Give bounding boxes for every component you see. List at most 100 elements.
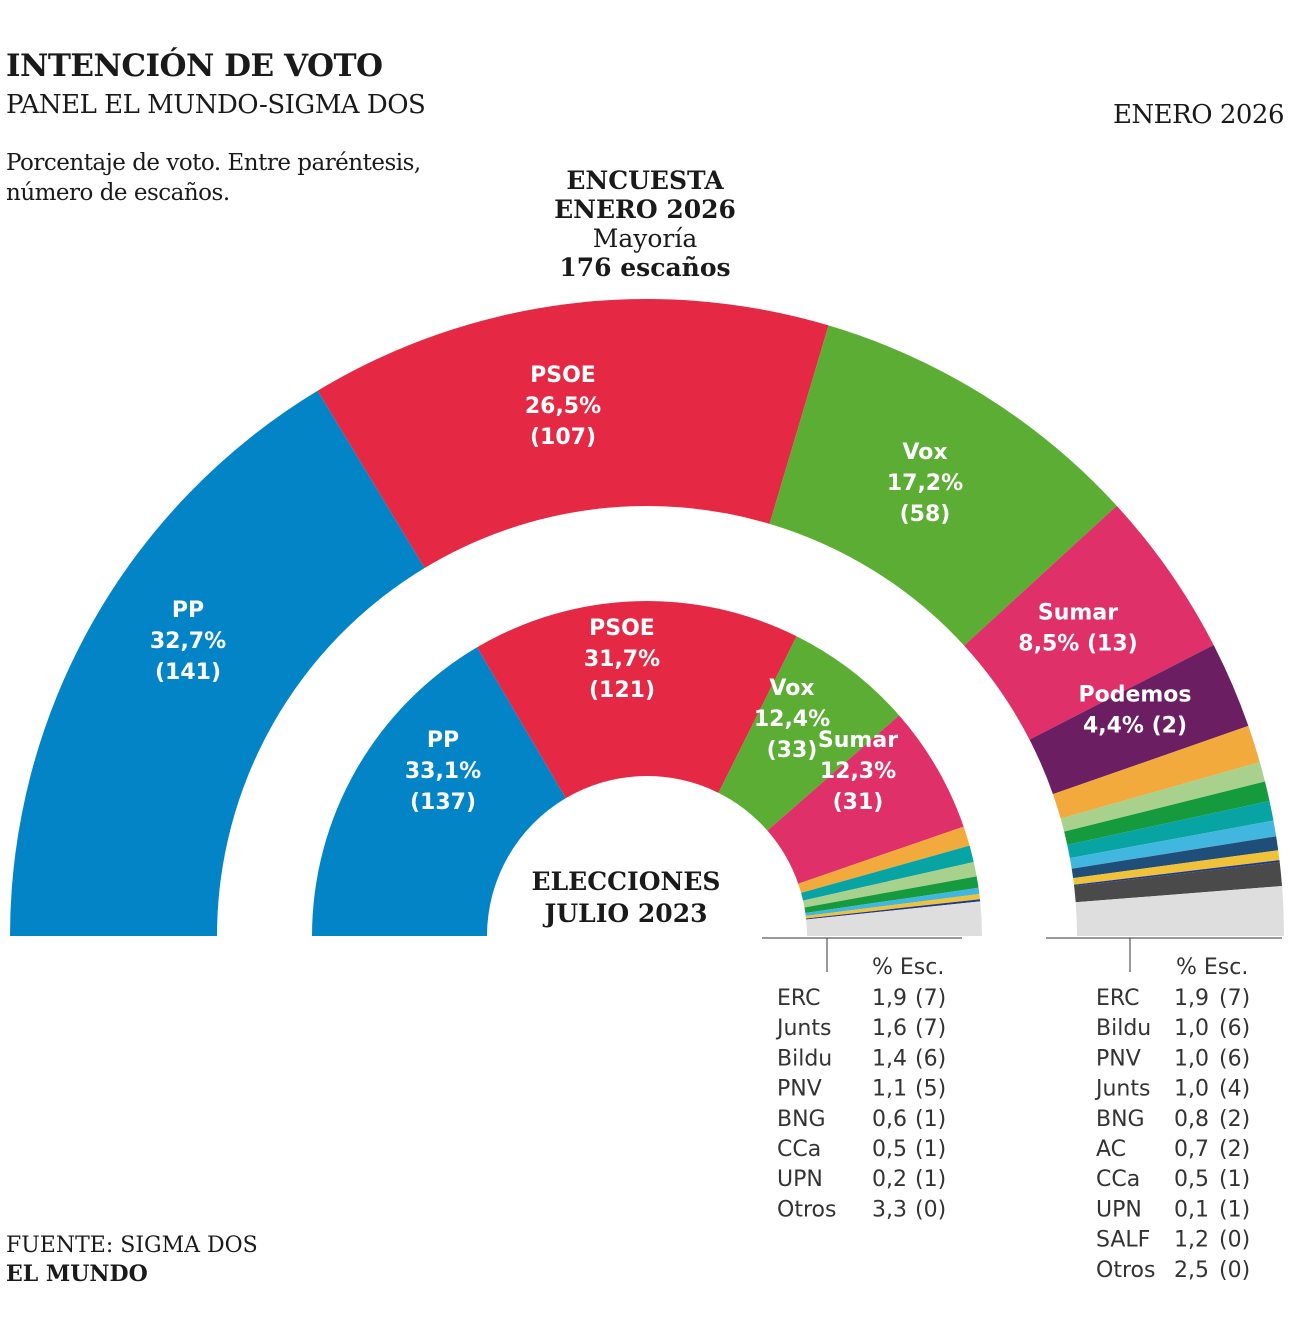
election-slice-pp bbox=[312, 647, 566, 936]
survey-row-seats-salf: (0) bbox=[1219, 1228, 1250, 1253]
survey-label-seats: 176 escaños bbox=[559, 253, 731, 282]
election-label-pp-2: (137) bbox=[410, 790, 476, 815]
survey-slice-salf bbox=[1074, 862, 1283, 903]
survey-row-party-erc: ERC bbox=[1096, 986, 1139, 1011]
survey-row-seats-junts: (4) bbox=[1219, 1077, 1250, 1102]
election-slice-cca bbox=[805, 894, 980, 919]
survey-slice-bng bbox=[1069, 820, 1277, 869]
election-slice-upn bbox=[806, 899, 981, 920]
chart-date: ENERO 2026 bbox=[1112, 100, 1285, 130]
election-row-pct-bng: 0,6 bbox=[872, 1107, 907, 1132]
election-row-seats-otros: (0) bbox=[915, 1197, 946, 1222]
election-row-party-cca: CCa bbox=[777, 1137, 821, 1162]
survey-row-pct-junts: 1,0 bbox=[1174, 1077, 1209, 1102]
election-row-pct-junts: 1,6 bbox=[872, 1016, 907, 1041]
survey-row-party-pnv: PNV bbox=[1096, 1046, 1141, 1071]
survey-slice-sumar bbox=[964, 505, 1214, 740]
election-row-seats-upn: (1) bbox=[915, 1167, 946, 1192]
election-label-psoe-1: 31,7% bbox=[584, 647, 660, 672]
source-text: FUENTE: SIGMA DOS bbox=[6, 1233, 258, 1258]
election-slice-junts bbox=[801, 845, 974, 901]
survey-row-seats-pnv: (6) bbox=[1219, 1046, 1250, 1071]
survey-label-psoe-2: (107) bbox=[530, 425, 596, 450]
survey-slice-ac bbox=[1071, 836, 1279, 879]
note-line-2: número de escaños. bbox=[6, 180, 230, 206]
survey-label-sumar-1: 8,5% (13) bbox=[1018, 632, 1137, 657]
election-label-sumar-1: 12,3% bbox=[820, 759, 896, 784]
survey-row-pct-bildu: 1,0 bbox=[1174, 1016, 1209, 1041]
survey-slice-cca bbox=[1073, 850, 1280, 885]
note-line-1: Porcentaje de voto. Entre paréntesis, bbox=[6, 150, 421, 176]
survey-label-psoe-1: 26,5% bbox=[525, 394, 601, 419]
survey-row-party-cca: CCa bbox=[1096, 1167, 1140, 1192]
survey-row-pct-salf: 1,2 bbox=[1174, 1228, 1209, 1253]
survey-label-majority: Mayoría bbox=[592, 224, 698, 253]
election-row-seats-cca: (1) bbox=[915, 1137, 946, 1162]
survey-slice-pnv bbox=[1064, 781, 1270, 845]
election-label-pp-0: PP bbox=[427, 728, 459, 753]
election-table-header: % Esc. bbox=[872, 955, 944, 980]
survey-label-line-2: ENERO 2026 bbox=[554, 195, 736, 224]
election-slice-sumar bbox=[767, 715, 964, 884]
survey-label-psoe-0: PSOE bbox=[530, 363, 596, 388]
survey-label-podemos-0: Podemos bbox=[1078, 683, 1191, 708]
survey-row-seats-upn: (1) bbox=[1219, 1197, 1250, 1222]
survey-row-party-junts: Junts bbox=[1094, 1077, 1150, 1102]
survey-label: ENCUESTA ENERO 2026 Mayoría 176 escaños bbox=[480, 166, 810, 282]
survey-label-pp-0: PP bbox=[172, 598, 204, 623]
survey-slice-psoe bbox=[317, 298, 829, 568]
election-slice-vox bbox=[718, 636, 900, 831]
chart-subtitle: PANEL EL MUNDO-SIGMA DOS bbox=[6, 90, 426, 120]
election-row-party-pnv: PNV bbox=[777, 1077, 822, 1102]
survey-slice-otros bbox=[1075, 886, 1284, 936]
survey-row-pct-upn: 0,1 bbox=[1174, 1197, 1209, 1222]
survey-table-header: % Esc. bbox=[1176, 955, 1248, 980]
election-center-label-1: JULIO 2023 bbox=[543, 899, 708, 928]
election-row-pct-erc: 1,9 bbox=[872, 986, 907, 1011]
survey-label-podemos-1: 4,4% (2) bbox=[1083, 714, 1187, 739]
election-row-party-upn: UPN bbox=[777, 1167, 823, 1192]
survey-row-seats-ac: (2) bbox=[1219, 1137, 1250, 1162]
survey-row-pct-ac: 0,7 bbox=[1174, 1137, 1209, 1162]
brand: EL MUNDO bbox=[6, 1261, 148, 1287]
election-slice-bng bbox=[805, 887, 980, 916]
election-slice-pnv bbox=[804, 876, 979, 913]
survey-row-seats-erc: (7) bbox=[1219, 986, 1250, 1011]
survey-slice-vox bbox=[769, 325, 1117, 646]
election-label-psoe-0: PSOE bbox=[589, 616, 655, 641]
survey-row-seats-otros: (0) bbox=[1219, 1258, 1250, 1283]
survey-row-seats-bng: (2) bbox=[1219, 1107, 1250, 1132]
survey-label-pp-2: (141) bbox=[155, 660, 221, 685]
survey-row-pct-bng: 0,8 bbox=[1174, 1107, 1209, 1132]
chart-title: INTENCIÓN DE VOTO bbox=[6, 48, 383, 84]
survey-row-party-ac: AC bbox=[1096, 1137, 1126, 1162]
election-row-party-otros: Otros bbox=[777, 1197, 836, 1222]
election-label-vox-2: (33) bbox=[767, 738, 818, 763]
election-row-pct-otros: 3,3 bbox=[872, 1197, 907, 1222]
survey-label-vox-0: Vox bbox=[902, 440, 947, 465]
election-row-seats-junts: (7) bbox=[915, 1016, 946, 1041]
election-row-seats-bng: (1) bbox=[915, 1107, 946, 1132]
election-label-vox-0: Vox bbox=[769, 676, 814, 701]
survey-label-vox-2: (58) bbox=[900, 502, 951, 527]
election-label-vox-1: 12,4% bbox=[754, 707, 830, 732]
election-label-sumar-2: (31) bbox=[833, 790, 884, 815]
election-row-seats-pnv: (5) bbox=[915, 1077, 946, 1102]
survey-slice-erc bbox=[1052, 725, 1260, 819]
survey-row-pct-otros: 2,5 bbox=[1174, 1258, 1209, 1283]
election-row-pct-cca: 0,5 bbox=[872, 1137, 907, 1162]
survey-slice-podemos bbox=[1029, 645, 1249, 795]
election-label-psoe-2: (121) bbox=[589, 678, 655, 703]
survey-row-pct-erc: 1,9 bbox=[1174, 986, 1209, 1011]
chart-note: Porcentaje de voto. Entre paréntesis, nú… bbox=[6, 148, 421, 208]
election-label-sumar-0: Sumar bbox=[818, 728, 898, 753]
election-slice-bildu bbox=[803, 861, 977, 908]
election-row-seats-bildu: (6) bbox=[915, 1046, 946, 1071]
survey-row-seats-bildu: (6) bbox=[1219, 1016, 1250, 1041]
survey-row-pct-cca: 0,5 bbox=[1174, 1167, 1209, 1192]
election-row-pct-bildu: 1,4 bbox=[872, 1046, 907, 1071]
election-row-party-erc: ERC bbox=[777, 986, 820, 1011]
survey-slice-bildu bbox=[1060, 762, 1265, 832]
election-slice-otros bbox=[806, 901, 982, 936]
